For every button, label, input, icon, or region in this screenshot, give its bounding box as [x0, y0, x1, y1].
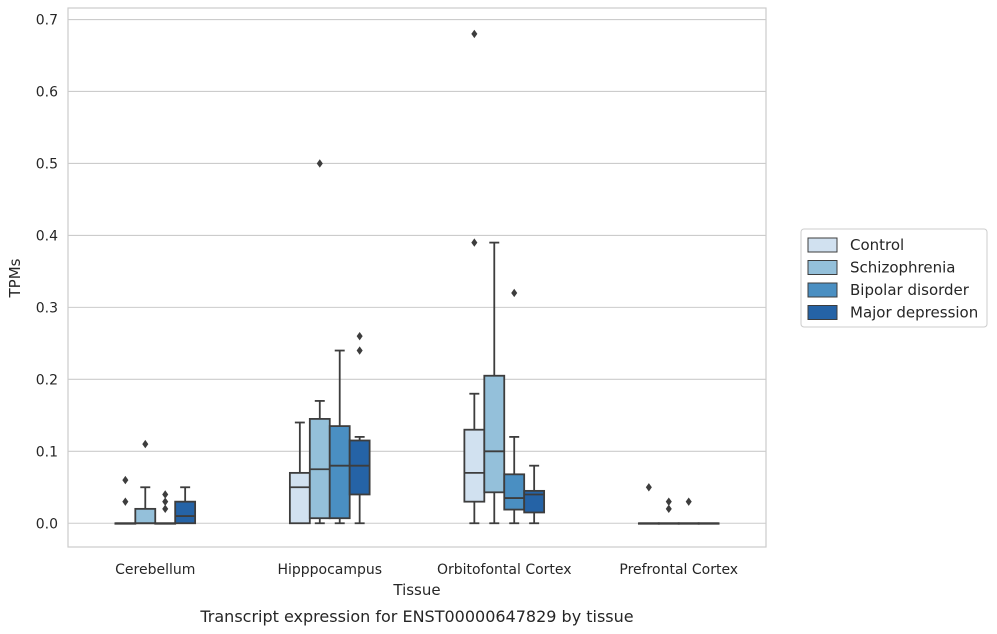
legend-swatch: [807, 305, 838, 320]
box-schizophrenia: [134, 439, 157, 525]
box-control: [288, 421, 311, 525]
box-body: [288, 471, 311, 525]
box-control: [114, 475, 137, 525]
box-schizophrenia: [308, 159, 331, 525]
box-major-depression: [174, 486, 197, 525]
x-tick-label: Prefrontal Cortex: [619, 562, 738, 578]
outlier-point: [645, 483, 652, 492]
y-tick-label: 0.0: [36, 516, 58, 532]
box-bipolar-disorder: [154, 490, 177, 525]
x-tick-label: Orbitofontal Cortex: [437, 562, 572, 578]
box-control: [637, 483, 660, 525]
y-tick-label: 0.5: [36, 156, 58, 172]
box-body: [328, 425, 351, 520]
y-tick-label: 0.2: [36, 372, 58, 388]
y-axis-label: TPMs: [6, 258, 24, 298]
y-tick-label: 0.4: [36, 228, 58, 244]
y-tick-labels: 0.0 0.1 0.2 0.3 0.4 0.5 0.6 0.7: [36, 13, 58, 533]
y-tick-label: 0.1: [36, 444, 58, 460]
box-body: [483, 374, 506, 494]
grid-lines: [68, 18, 766, 524]
box-major-depression: [348, 331, 371, 525]
x-tick-label: Hipppocampus: [277, 562, 382, 578]
outlier-point: [122, 497, 129, 506]
y-tick-label: 0.3: [36, 300, 58, 316]
box-major-depression: [523, 464, 546, 525]
legend-swatch: [807, 282, 838, 298]
box-schizophrenia: [657, 497, 680, 525]
legend-label: Control: [850, 236, 904, 254]
outlier-point: [511, 288, 518, 298]
x-tick-label: Cerebellum: [115, 562, 195, 578]
legend-label: Major depression: [850, 304, 978, 322]
outlier-point: [356, 346, 363, 355]
outlier-point: [356, 331, 363, 341]
box-bipolar-disorder: [503, 288, 526, 525]
legend: Control Schizophrenia Bipolar disorder Majo…: [800, 228, 988, 328]
outlier-point: [162, 490, 169, 499]
outlier-point: [162, 504, 169, 514]
x-axis-label: Tissue: [392, 581, 440, 599]
box-body: [503, 473, 526, 511]
legend-label: Bipolar disorder: [850, 281, 970, 299]
legend-swatch: [807, 260, 838, 275]
box-major-depression: [697, 522, 720, 525]
outlier-point: [665, 504, 672, 514]
y-tick-label: 0.7: [36, 13, 58, 29]
outlier-point: [665, 497, 672, 506]
outlier-point: [471, 238, 478, 247]
box-body: [174, 500, 197, 525]
outlier-point: [162, 497, 169, 506]
box-bipolar-disorder: [328, 349, 351, 525]
box-control: [463, 29, 486, 525]
box-body: [463, 428, 486, 503]
legend-swatch: [807, 237, 838, 253]
outlier-point: [471, 29, 478, 39]
outlier-point: [685, 497, 692, 506]
outlier-point: [316, 159, 323, 168]
outlier-point: [142, 439, 149, 449]
legend-frame: [800, 228, 988, 328]
outlier-point: [122, 475, 129, 485]
legend-label: Schizophrenia: [850, 259, 955, 277]
plot-frame: [67, 7, 767, 548]
box-body: [523, 489, 546, 514]
box-body: [348, 439, 371, 496]
box-schizophrenia: [483, 241, 506, 525]
x-tick-labels: Cerebellum Hipppocampus Orbitofontal Corte…: [115, 562, 738, 578]
box-series: [114, 29, 720, 525]
box-bipolar-disorder: [677, 497, 700, 525]
chart-caption: Transcript expression for ENST0000064782…: [199, 607, 633, 626]
y-tick-label: 0.6: [36, 84, 58, 100]
box-body: [134, 507, 157, 525]
